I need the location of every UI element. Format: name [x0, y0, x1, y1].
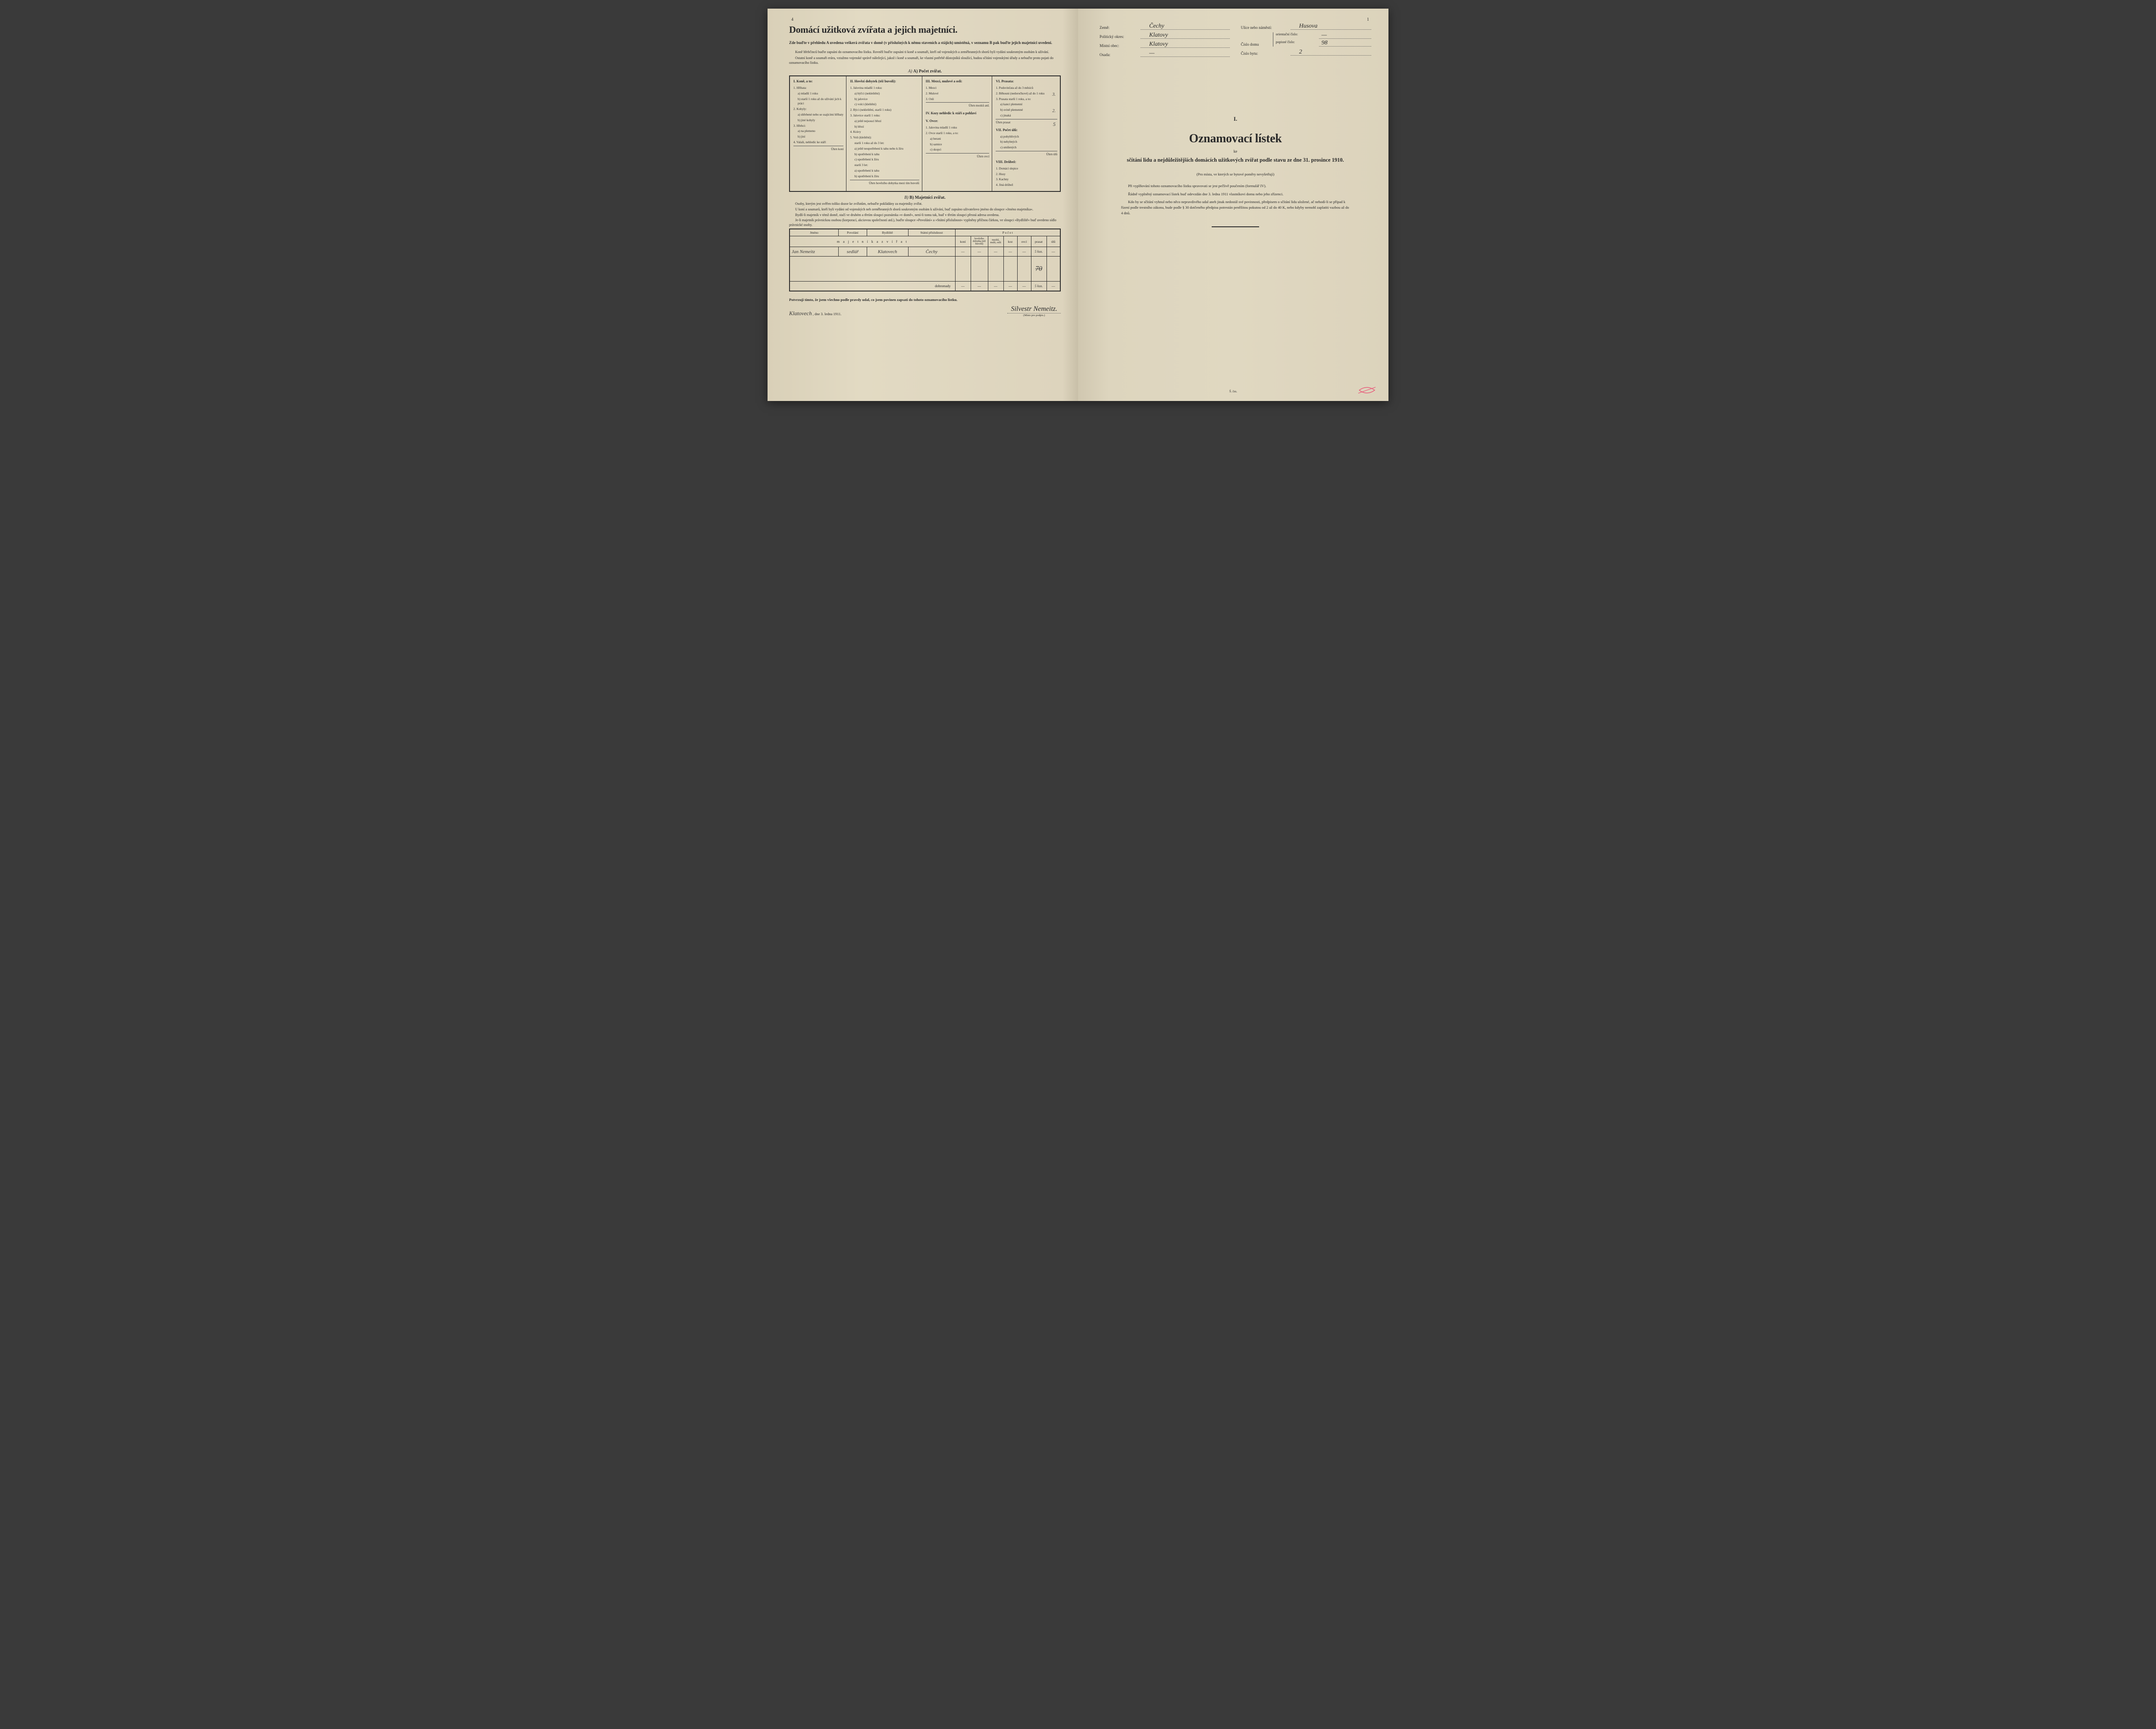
roman-numeral: I.: [1100, 116, 1371, 122]
right-sub-ke: ke: [1100, 149, 1371, 153]
confirmation-text: Potvrzuji tímto, že jsem všechno podle p…: [789, 298, 1061, 302]
col-cattle: II. Hovězí dobytek (též buvoli): 1. Jalo…: [846, 76, 922, 191]
right-body-3: Kdo by se sčítání vyhnul nebo něco nepra…: [1121, 199, 1350, 216]
left-subheader: Zde buďte v přehledu A uvedena veškerá z…: [789, 41, 1061, 46]
intro-para-1: Koně hřebčinců buďte zapsáni do oznamova…: [789, 50, 1061, 55]
left-page: 4 Domácí užitková zvířata a jejich majet…: [768, 9, 1078, 401]
field-osada: —: [1141, 50, 1230, 57]
right-subtitle: sčítání lidu a nejdůležitějších domácích…: [1100, 156, 1371, 164]
field-okres: Klatovy: [1141, 32, 1230, 39]
signature-caption: (Místo pro podpis.): [1007, 314, 1061, 317]
section-b-label: B) B) Majetníci zvířat.: [789, 195, 1061, 200]
struck-value: 70: [1031, 257, 1047, 282]
right-body-1: Při vyplňování tohoto oznamovacího lístk…: [1121, 183, 1350, 189]
owner-row-1: Jan Nemeitz sedlář Klatovech Čechy —————…: [790, 247, 1060, 257]
owner-row-total: dohromady ————— 5 kus. —: [790, 282, 1060, 291]
col-pigs-hives-poultry: VI. Prasata: 1. Podsvinčata až do 3 měsí…: [992, 76, 1060, 191]
value-svine: 2.: [1052, 108, 1056, 114]
right-title: Oznamovací lístek: [1100, 132, 1371, 146]
b-para-2: U koní a soumarů, kteří byli vydáni od v…: [789, 207, 1061, 212]
right-paren-note: (Pro místa, ve kterých se bytové poměry …: [1100, 172, 1371, 176]
value-behouni: 3.: [1052, 91, 1056, 98]
header-right-col: Ulice nebo náměstí:Husova Číslo domu ori…: [1241, 23, 1371, 60]
field-popisne: 98: [1319, 40, 1371, 47]
right-body-2: Řádně vyplněný oznamovací lístek buď ode…: [1121, 191, 1350, 197]
footer-mark: Š. čes.: [1229, 390, 1237, 393]
field-zeme: Čechy: [1141, 23, 1230, 30]
owners-table: Jméno Povolání Bydliště Státní příslušno…: [789, 229, 1061, 291]
b-para-3: Bydlí-li majetník v témž domě, stačí ve …: [789, 213, 1061, 218]
field-orientacni: —: [1319, 32, 1371, 39]
signature: Silvestr Nemeitz.: [1007, 305, 1061, 313]
separator-rule: [1212, 226, 1259, 227]
b-para-4: Je-li majetník právnickou osobou (korpor…: [789, 218, 1061, 228]
signature-date: 3. ledna 1911.: [821, 312, 842, 316]
page-number-left: 4: [791, 17, 793, 22]
header-left-col: Země:Čechy Politický okres:Klatovy Místn…: [1100, 23, 1230, 60]
document-spread: 4 Domácí užitková zvířata a jejich majet…: [768, 9, 1388, 401]
field-obec: Klatovy: [1141, 41, 1230, 48]
page-number-right: 1: [1367, 17, 1369, 22]
signature-row: Klatovech , dne 3. ledna 1911. Silvestr …: [789, 305, 1061, 317]
field-byt: 2: [1291, 49, 1371, 56]
signature-place: Klatovech: [789, 310, 812, 316]
intro-para-2: Ostatní koně a soumaři eráru, vztažmo vo…: [789, 56, 1061, 66]
col-mules-goats-sheep: III. Mezci, mulové a osli: 1. Mezci 2. M…: [922, 76, 993, 191]
b-para-1: Osoby, kterým jest svěřen toliko dozor k…: [789, 202, 1061, 207]
value-uhrn-prasat: 5: [1053, 120, 1056, 128]
header-fields: Země:Čechy Politický okres:Klatovy Místn…: [1100, 23, 1371, 60]
left-heading: Domácí užitková zvířata a jejich majetní…: [789, 24, 1061, 35]
owner-row-empty: 70: [790, 257, 1060, 282]
field-ulice: Husova: [1291, 23, 1371, 30]
pink-stamp-mark: [1357, 385, 1376, 395]
animals-count-table: I. Koně, a to: 1. Hříbata: a) mladší 1 r…: [789, 75, 1061, 192]
col-horses: I. Koně, a to: 1. Hříbata: a) mladší 1 r…: [790, 76, 846, 191]
right-page: 1 Země:Čechy Politický okres:Klatovy Mís…: [1078, 9, 1388, 401]
section-a-label: A) A) Počet zvířat.: [789, 69, 1061, 74]
